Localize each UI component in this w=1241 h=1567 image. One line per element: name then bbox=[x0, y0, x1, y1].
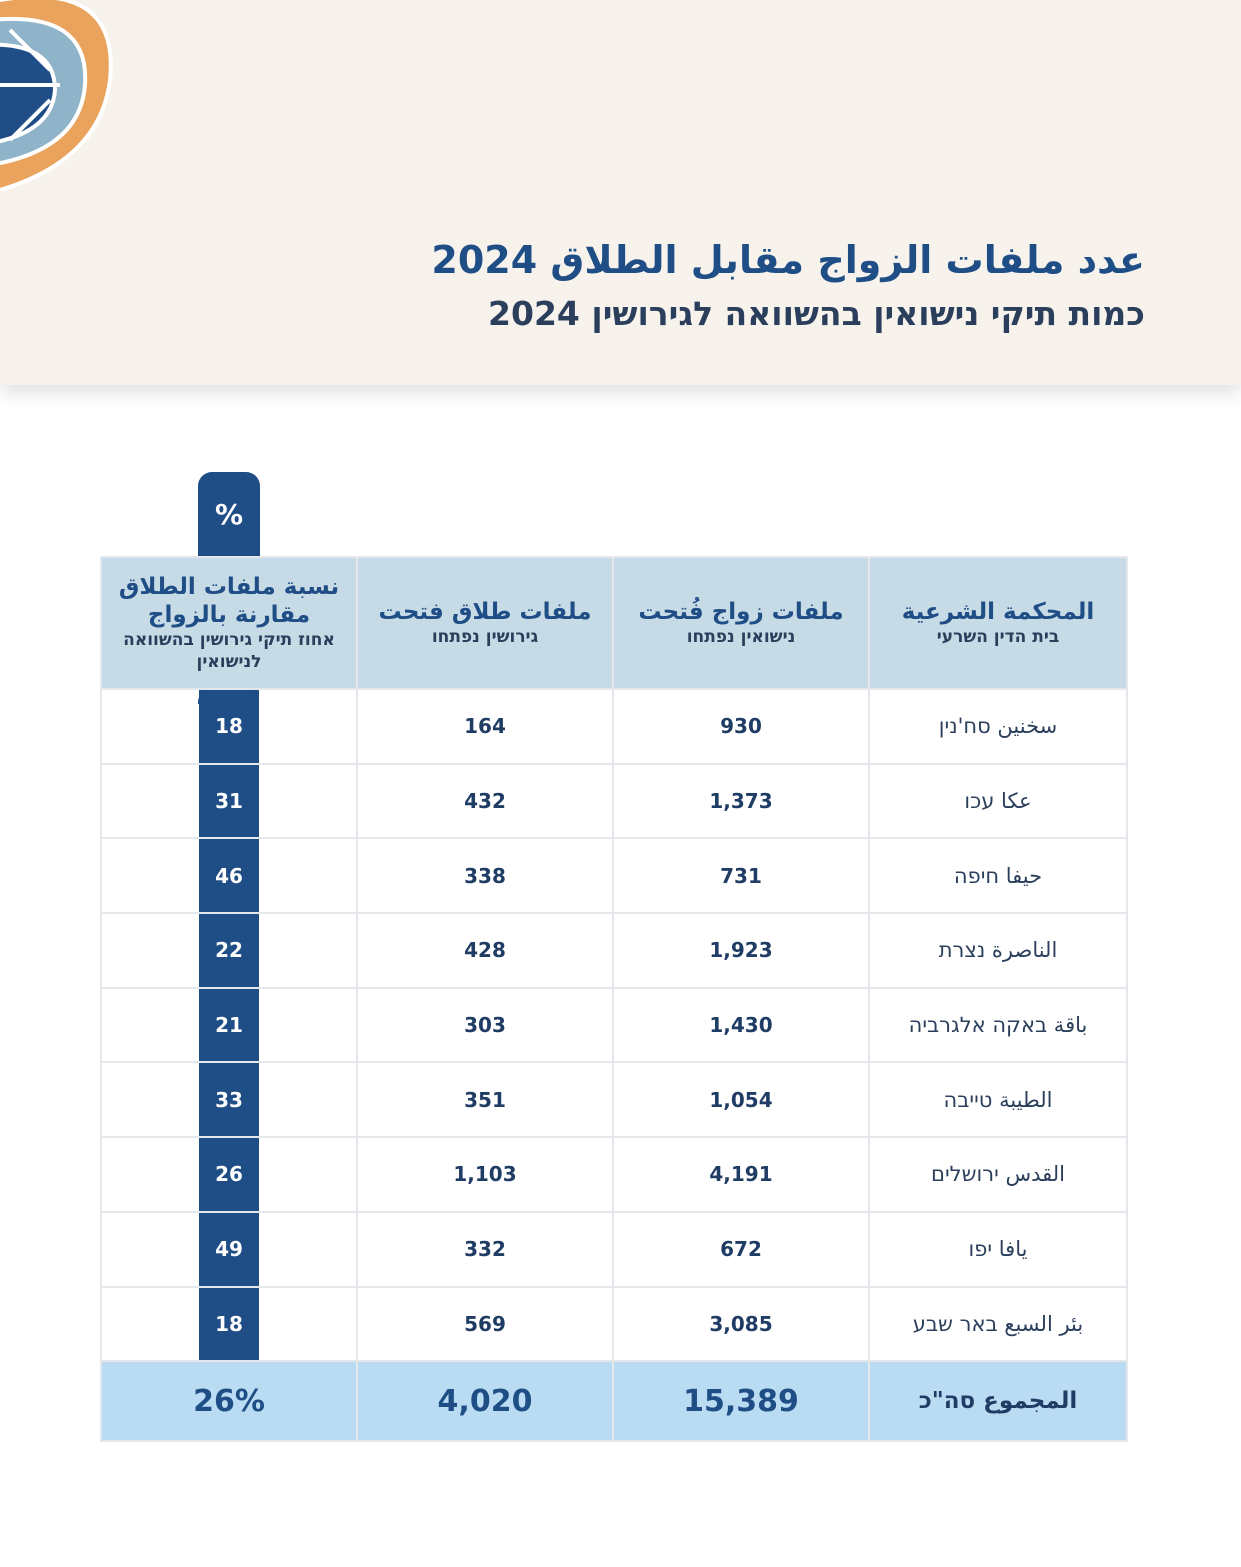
court-cell: الطيبة טייבה bbox=[868, 1061, 1128, 1139]
total-label: المجموع סה"כ bbox=[868, 1360, 1128, 1443]
header-divorce: ملفات طلاق فتحت גירושין נפתחו bbox=[356, 556, 614, 690]
court-cell: الناصرة נצרת bbox=[868, 912, 1128, 989]
header-marriage-main: ملفات زواج فُتحت bbox=[638, 599, 844, 625]
divorce-cell: 569 bbox=[356, 1285, 614, 1363]
header-court-main: المحكمة الشرعية bbox=[901, 599, 1095, 625]
title-block: عدد ملفات الزواج مقابل الطلاق 2024 כמות … bbox=[385, 232, 1145, 340]
marriage-cell: 1,923 bbox=[612, 912, 870, 989]
marriage-divorce-table: نسبة ملفات الطلاق مقارنة بالزواج אחוז תי… bbox=[100, 556, 1128, 1443]
marriage-cell: 731 bbox=[612, 837, 870, 915]
marriage-cell: 1,430 bbox=[612, 986, 870, 1064]
total-row: 26% 4,020 15,389 المجموع סה"כ bbox=[100, 1360, 1128, 1443]
marriage-cell: 1,054 bbox=[612, 1061, 870, 1139]
court-cell: حيفا חיפה bbox=[868, 837, 1128, 915]
ratio-value: 22 bbox=[199, 914, 259, 987]
marriage-cell: 672 bbox=[612, 1210, 870, 1288]
marriage-cell: 4,191 bbox=[612, 1136, 870, 1213]
divorce-cell: 338 bbox=[356, 837, 614, 915]
ratio-value: 33 bbox=[199, 1063, 259, 1137]
table-row: 49 332 672 يافا יפו bbox=[100, 1210, 1128, 1288]
table-row: 46 338 731 حيفا חיפה bbox=[100, 837, 1128, 915]
table-row: 31 432 1,373 عكا עכו bbox=[100, 762, 1128, 840]
ratio-value: 31 bbox=[199, 764, 259, 838]
table-row: 18 569 3,085 بئر السبع באר שבע bbox=[100, 1285, 1128, 1363]
header-ratio-sub: אחוז תיקי גירושין בהשוואה לנישואין bbox=[123, 630, 335, 672]
percent-tab: % bbox=[198, 472, 260, 574]
court-cell: سخنين סח'נין bbox=[868, 688, 1128, 765]
data-table-wrapper: نسبة ملفات الطلاق مقارنة بالزواج אחוז תי… bbox=[100, 556, 1128, 1443]
header-court: المحكمة الشرعية בית הדין השרעי bbox=[868, 556, 1128, 690]
court-cell: يافا יפו bbox=[868, 1210, 1128, 1288]
table-row: 22 428 1,923 الناصرة נצרת bbox=[100, 912, 1128, 989]
divorce-cell: 303 bbox=[356, 986, 614, 1064]
page-title-hebrew: כמות תיקי נישואין בהשוואה לגירושין 2024 bbox=[488, 294, 1145, 333]
header-marriage-sub: נישואין נפתחו bbox=[686, 627, 796, 647]
ratio-column-cap bbox=[198, 690, 258, 704]
total-divorce: 4,020 bbox=[356, 1360, 614, 1443]
ratio-cell: 33 bbox=[100, 1061, 358, 1139]
divorce-cell: 164 bbox=[356, 688, 614, 765]
marriage-cell: 3,085 bbox=[612, 1285, 870, 1363]
ratio-cell: 49 bbox=[100, 1210, 358, 1288]
ratio-column-arrow-icon bbox=[218, 1342, 238, 1352]
decorative-ornament-icon bbox=[0, 0, 113, 192]
divorce-cell: 351 bbox=[356, 1061, 614, 1139]
ratio-value: 46 bbox=[199, 839, 259, 913]
header-ratio-main: نسبة ملفات الطلاق مقارنة بالزواج bbox=[118, 574, 340, 628]
header-ratio: نسبة ملفات الطلاق مقارنة بالزواج אחוז תי… bbox=[100, 556, 358, 690]
marriage-cell: 930 bbox=[612, 688, 870, 765]
ratio-value: 26 bbox=[199, 1138, 259, 1211]
divorce-cell: 428 bbox=[356, 912, 614, 989]
ratio-cell: 22 bbox=[100, 912, 358, 989]
header-divorce-main: ملفات طلاق فتحت bbox=[378, 599, 592, 625]
header-court-sub: בית הדין השרעי bbox=[936, 627, 1060, 647]
table-row: 21 303 1,430 باقة באקה אלגרביה bbox=[100, 986, 1128, 1064]
ratio-cell: 31 bbox=[100, 762, 358, 840]
court-cell: عكا עכו bbox=[868, 762, 1128, 840]
header-band bbox=[0, 0, 1241, 385]
header-divorce-sub: גירושין נפתחו bbox=[431, 627, 539, 647]
court-cell: باقة באקה אלגרביה bbox=[868, 986, 1128, 1064]
table-header-row: نسبة ملفات الطلاق مقارنة بالزواج אחוז תי… bbox=[100, 556, 1128, 690]
divorce-cell: 1,103 bbox=[356, 1136, 614, 1213]
court-cell: القدس ירושלים bbox=[868, 1136, 1128, 1213]
ratio-value: 49 bbox=[199, 1212, 259, 1286]
total-ratio: 26% bbox=[100, 1360, 358, 1443]
header-marriage: ملفات زواج فُتحت נישואין נפתחו bbox=[612, 556, 870, 690]
page-title-arabic: عدد ملفات الزواج مقابل الطلاق 2024 bbox=[431, 238, 1145, 282]
ratio-cell: 26 bbox=[100, 1136, 358, 1213]
marriage-cell: 1,373 bbox=[612, 762, 870, 840]
divorce-cell: 432 bbox=[356, 762, 614, 840]
table-row: 33 351 1,054 الطيبة טייבה bbox=[100, 1061, 1128, 1139]
ratio-value: 21 bbox=[199, 988, 259, 1062]
divorce-cell: 332 bbox=[356, 1210, 614, 1288]
ratio-cell: 21 bbox=[100, 986, 358, 1064]
court-cell: بئر السبع באר שבע bbox=[868, 1285, 1128, 1363]
total-marriage: 15,389 bbox=[612, 1360, 870, 1443]
ratio-cell: 46 bbox=[100, 837, 358, 915]
table-row: 26 1,103 4,191 القدس ירושלים bbox=[100, 1136, 1128, 1213]
